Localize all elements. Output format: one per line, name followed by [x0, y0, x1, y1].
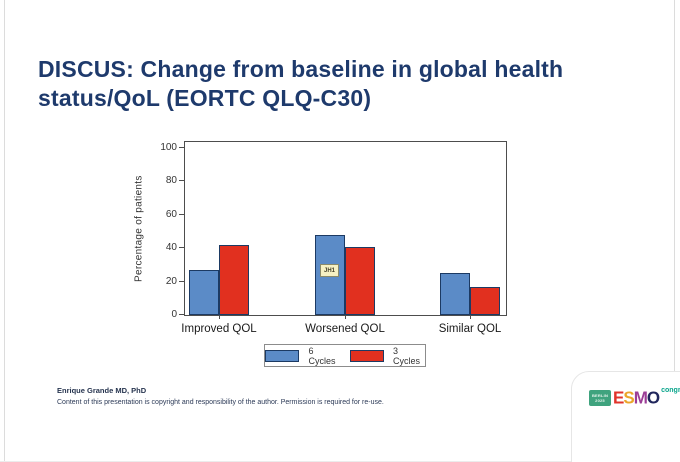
category-label-worsened-qol: Worsened QOL — [305, 323, 385, 335]
esmo-letter-e: E — [613, 387, 624, 408]
y-axis-label: Percentage of patients — [133, 175, 145, 282]
y-tick-label-100: 100 — [160, 142, 177, 153]
x-tick-mark-0 — [219, 315, 220, 319]
esmo-badge-year: 2025 — [595, 398, 605, 403]
slide-title-line2: status/QoL (EORTC QLQ-C30) — [38, 85, 372, 111]
y-tick-label-0: 0 — [171, 309, 177, 320]
bar-chart-plot-area: 0 20 40 60 80 100 Improved QOL Worsened QOL Simi… — [160, 141, 507, 335]
esmo-congress-text: congress — [661, 387, 680, 394]
y-tick-label-80: 80 — [165, 175, 177, 187]
bar-3-cycles-worsened-qol — [345, 247, 375, 315]
bar-6-cycles-similar-qol — [440, 273, 470, 315]
chart-legend: 6 Cycles 3 Cycles — [264, 344, 426, 367]
jh1-annotation-tag: JH1 — [320, 264, 339, 277]
y-tick-mark-100 — [179, 147, 184, 148]
legend-swatch-3-cycles — [349, 349, 384, 362]
bottom-right-card — [571, 371, 680, 462]
slide-title: DISCUS: Change from baseline in global h… — [38, 55, 586, 113]
esmo-congress-logo: BERLIN 2025 ESMO congress — [589, 387, 680, 406]
esmo-wordmark: ESMO — [613, 387, 660, 408]
y-tick-mark-20 — [179, 280, 184, 282]
author-credit: Enrique Grande MD, PhD — [57, 386, 147, 395]
esmo-badge: BERLIN 2025 — [589, 390, 611, 406]
y-tick-label-20: 20 — [165, 275, 177, 287]
y-tick-mark-0 — [179, 314, 184, 315]
legend-label-6-cycles: 6 Cycles — [308, 345, 336, 366]
esmo-letter-s: S — [623, 387, 634, 408]
x-tick-mark-1 — [345, 315, 346, 319]
bar-3-cycles-similar-qol — [470, 287, 500, 315]
bar-6-cycles-improved-qol — [189, 270, 219, 315]
esmo-letter-o: O — [646, 387, 660, 408]
legend-swatch-6-cycles — [265, 349, 300, 362]
y-tick-mark-40 — [179, 247, 184, 249]
category-label-similar-qol: Similar QOL — [438, 323, 502, 335]
slide-title-line1: DISCUS: Change from baseline in global h… — [38, 56, 564, 82]
y-tick-label-40: 40 — [165, 242, 177, 254]
esmo-letter-m: M — [633, 387, 648, 408]
y-tick-mark-60 — [179, 213, 184, 215]
category-label-improved-qol: Improved QOL — [181, 323, 257, 335]
esmo-badge-city: BERLIN — [591, 393, 609, 398]
legend-label-3-cycles: 3 Cycles — [392, 345, 420, 366]
y-tick-mark-80 — [179, 180, 184, 182]
page-edge-right — [674, 0, 675, 462]
copyright-disclaimer: Content of this presentation is copyrigh… — [57, 399, 384, 406]
x-tick-mark-2 — [470, 315, 471, 319]
bar-3-cycles-improved-qol — [219, 245, 249, 315]
page-edge-left — [4, 0, 5, 462]
y-tick-label-60: 60 — [165, 208, 177, 220]
